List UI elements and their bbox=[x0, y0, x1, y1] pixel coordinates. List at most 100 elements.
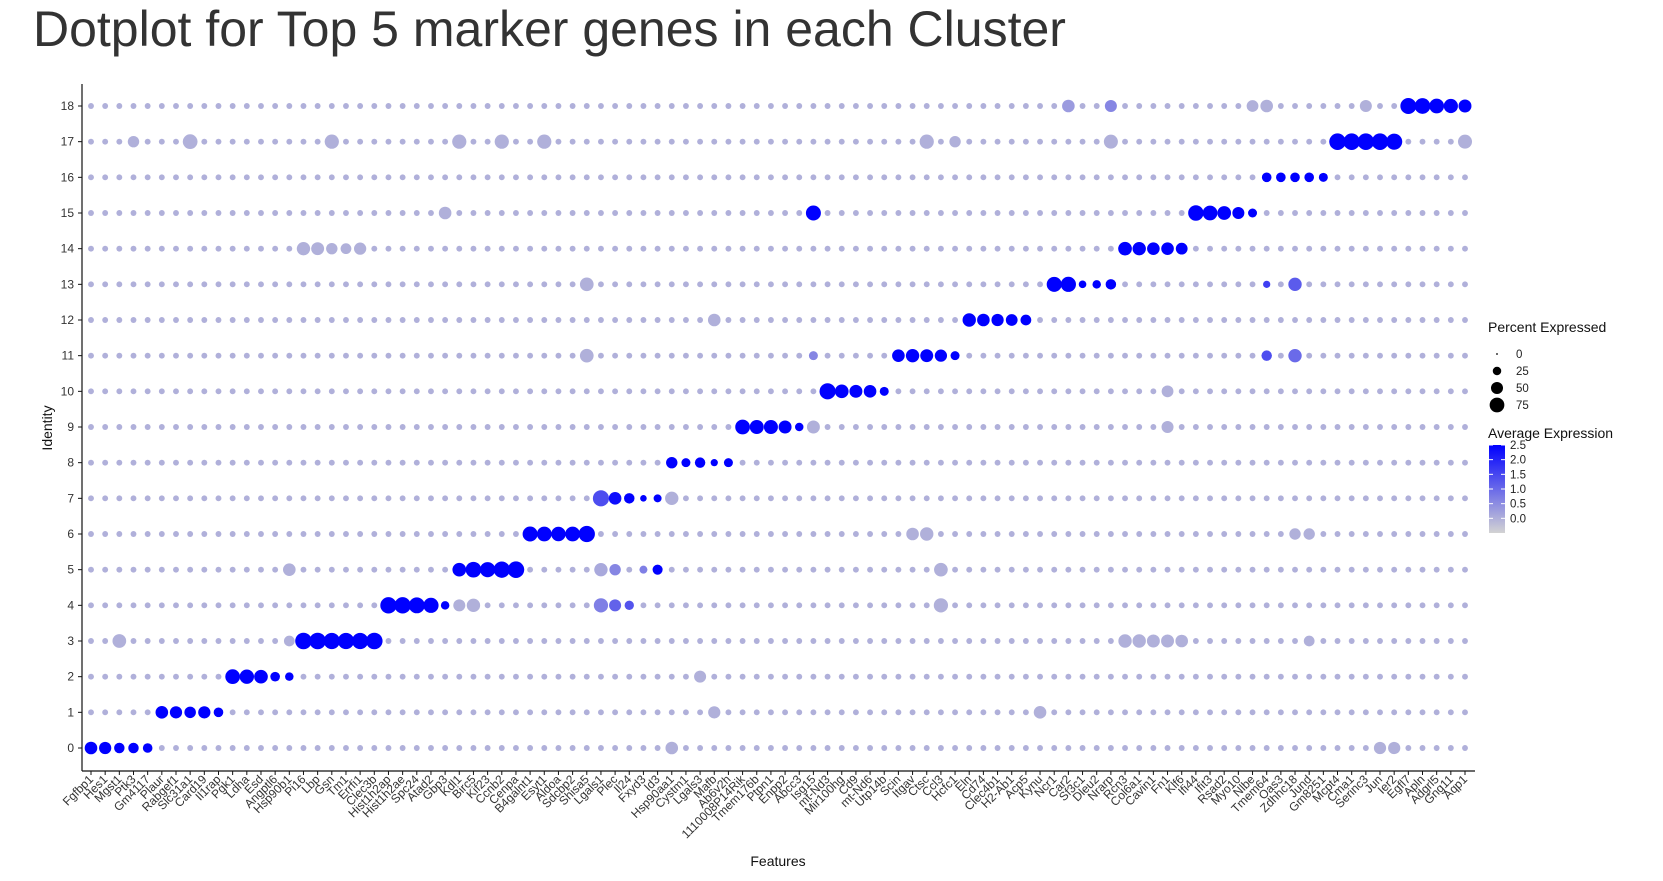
dot-Kdl1-cluster-17 bbox=[452, 134, 467, 149]
dot-Hist1h2ap-cluster-10 bbox=[385, 388, 392, 395]
dot-Gng11-cluster-4 bbox=[1447, 602, 1454, 609]
dot-Aldoa-cluster-17 bbox=[555, 138, 562, 145]
dot-Mcpt4-cluster-1 bbox=[1334, 709, 1341, 716]
dot-Tmem64-cluster-10 bbox=[1263, 388, 1270, 395]
dot-Col6a1-cluster-16 bbox=[1136, 174, 1143, 181]
dot-Ccl3-cluster-2 bbox=[937, 673, 944, 680]
dot-Ccl3-cluster-18 bbox=[937, 103, 944, 109]
dot-Cd74-cluster-14 bbox=[980, 245, 987, 252]
dot-Enpp2-cluster-4 bbox=[782, 602, 789, 609]
dot-Tm1-cluster-9 bbox=[343, 424, 349, 430]
dot-Atad2-cluster-11 bbox=[428, 352, 434, 359]
dot-Id3-cluster-2 bbox=[654, 673, 661, 680]
dot-Ptpn1-cluster-4 bbox=[767, 602, 774, 609]
dot-Car2-cluster-2 bbox=[1065, 673, 1072, 680]
dot-Sdcbp2-cluster-17 bbox=[569, 138, 576, 145]
dot-Kynu-cluster-14 bbox=[1037, 245, 1043, 252]
dot-Esd-cluster-17 bbox=[258, 138, 264, 145]
dot-Gm4117-cluster-10 bbox=[144, 388, 151, 395]
dot-Col6a1-cluster-12 bbox=[1136, 317, 1143, 323]
dot-B4galnt1-cluster-8 bbox=[527, 459, 534, 466]
dot-Jun-cluster-13 bbox=[1377, 281, 1383, 288]
dot-Hsp90b1-cluster-5 bbox=[283, 563, 296, 576]
dot-Cenpa-cluster-8 bbox=[513, 459, 519, 466]
dot-Ctsc-cluster-6 bbox=[920, 527, 934, 541]
dot-Enpp2-cluster-11 bbox=[782, 352, 789, 359]
dot-Atad2-cluster-3 bbox=[428, 638, 434, 644]
dot-Card19-cluster-15 bbox=[201, 210, 208, 216]
dot-Spc24-cluster-6 bbox=[413, 531, 420, 537]
dot-Hist1h2ap-cluster-8 bbox=[385, 459, 392, 466]
dot-Tmem176b-cluster-4 bbox=[753, 602, 760, 609]
dot-Cystm1-cluster-15 bbox=[682, 210, 689, 216]
dot-Sf3c1-cluster-17 bbox=[1079, 138, 1086, 145]
dot-Mafb-cluster-17 bbox=[711, 138, 718, 145]
dot-Ccnb2-cluster-11 bbox=[498, 352, 505, 359]
dot-Tmem64-cluster-18 bbox=[1260, 99, 1273, 113]
dot-Ccnb2-cluster-6 bbox=[498, 531, 505, 537]
dot-Ldha-cluster-1 bbox=[243, 709, 250, 716]
dot-Hsp90b1-cluster-9 bbox=[286, 424, 293, 430]
dot-Clec3b-cluster-8 bbox=[371, 459, 378, 466]
dot-Gng11-cluster-13 bbox=[1447, 281, 1454, 288]
dot-Fxyd3-cluster-2 bbox=[640, 673, 647, 680]
dot-Klf6-cluster-18 bbox=[1178, 103, 1185, 109]
dot-Klf6-cluster-4 bbox=[1178, 602, 1185, 609]
dot-Itgav-cluster-10 bbox=[909, 388, 916, 395]
dot-Lgals1-cluster-3 bbox=[598, 638, 604, 644]
dot-H2-Ab1-cluster-13 bbox=[1008, 281, 1015, 288]
dot-Angptl6-cluster-8 bbox=[272, 459, 279, 466]
dot-Nrarp-cluster-16 bbox=[1107, 174, 1114, 181]
dot-Il24-cluster-0 bbox=[626, 745, 633, 751]
dot-Cd74-cluster-6 bbox=[980, 531, 987, 537]
dot-Apln-cluster-12 bbox=[1419, 317, 1426, 323]
dot-Ncr1-cluster-9 bbox=[1051, 424, 1058, 430]
dot-Hes1-cluster-3 bbox=[102, 638, 109, 644]
dot-Cenpa-cluster-0 bbox=[513, 745, 519, 751]
dot-Cma1-cluster-5 bbox=[1348, 566, 1355, 573]
dot-Cenpa-cluster-16 bbox=[513, 174, 519, 181]
dot-Clec3b-cluster-2 bbox=[371, 673, 378, 680]
dot-Lgals1-cluster-4 bbox=[593, 598, 609, 613]
dot-Kdl1-cluster-9 bbox=[456, 424, 463, 430]
dot-Ctsc-cluster-9 bbox=[923, 424, 930, 430]
y-tick-label: 5 bbox=[67, 563, 74, 577]
dot-Gsn-cluster-5 bbox=[328, 566, 335, 573]
dot-Lgals1-cluster-16 bbox=[598, 174, 604, 181]
dot-Il1rap-cluster-10 bbox=[215, 388, 222, 395]
dot-Atad2-cluster-9 bbox=[428, 424, 434, 430]
dot-Mcpt4-cluster-5 bbox=[1334, 566, 1341, 573]
dot-Lgals1-cluster-6 bbox=[598, 531, 604, 537]
dot-Rabgef1-cluster-14 bbox=[173, 245, 179, 252]
dot-Il1rap-cluster-9 bbox=[215, 424, 222, 430]
dot-Tmem176b-cluster-11 bbox=[753, 352, 760, 359]
dot-B4galnt1-cluster-13 bbox=[527, 281, 534, 288]
dot-Plec-cluster-13 bbox=[612, 281, 619, 288]
dot-Plec-cluster-16 bbox=[612, 174, 619, 181]
dot-Hsp90b1-cluster-1 bbox=[286, 709, 293, 716]
dot-Lbp-cluster-16 bbox=[314, 174, 321, 181]
dot-Esd-cluster-13 bbox=[258, 281, 264, 288]
dot-Hsp90aa1-cluster-13 bbox=[668, 281, 675, 288]
dot-Egfl7-cluster-10 bbox=[1405, 388, 1412, 395]
dot-Ccnb2-cluster-3 bbox=[498, 638, 505, 644]
dot-Ier2-cluster-0 bbox=[1388, 741, 1401, 755]
dot-Ccl3-cluster-4 bbox=[933, 598, 949, 613]
dot-Oas3-cluster-15 bbox=[1277, 210, 1284, 216]
dot-Birc5-cluster-15 bbox=[470, 210, 477, 216]
dot-Nrarp-cluster-11 bbox=[1107, 352, 1114, 359]
dot-Il24-cluster-12 bbox=[626, 317, 633, 323]
dot-Ifi44-cluster-3 bbox=[1192, 638, 1199, 644]
dot-Spc24-cluster-18 bbox=[413, 103, 420, 109]
dot-Hist1h2ae-cluster-13 bbox=[399, 281, 406, 288]
dot-Mir100hg-cluster-16 bbox=[838, 174, 845, 181]
dot-Hes1-cluster-1 bbox=[102, 709, 109, 716]
dot-Mir100hg-cluster-14 bbox=[838, 245, 845, 252]
dot-Isg15-cluster-16 bbox=[810, 174, 817, 181]
dot-Klf6-cluster-1 bbox=[1178, 709, 1185, 716]
y-tick-label: 7 bbox=[67, 491, 74, 505]
dot-Ctsc-cluster-12 bbox=[923, 317, 930, 323]
dot-mt-Nd3-cluster-9 bbox=[824, 424, 831, 430]
dot-Hsp90aa1-cluster-4 bbox=[668, 602, 675, 609]
